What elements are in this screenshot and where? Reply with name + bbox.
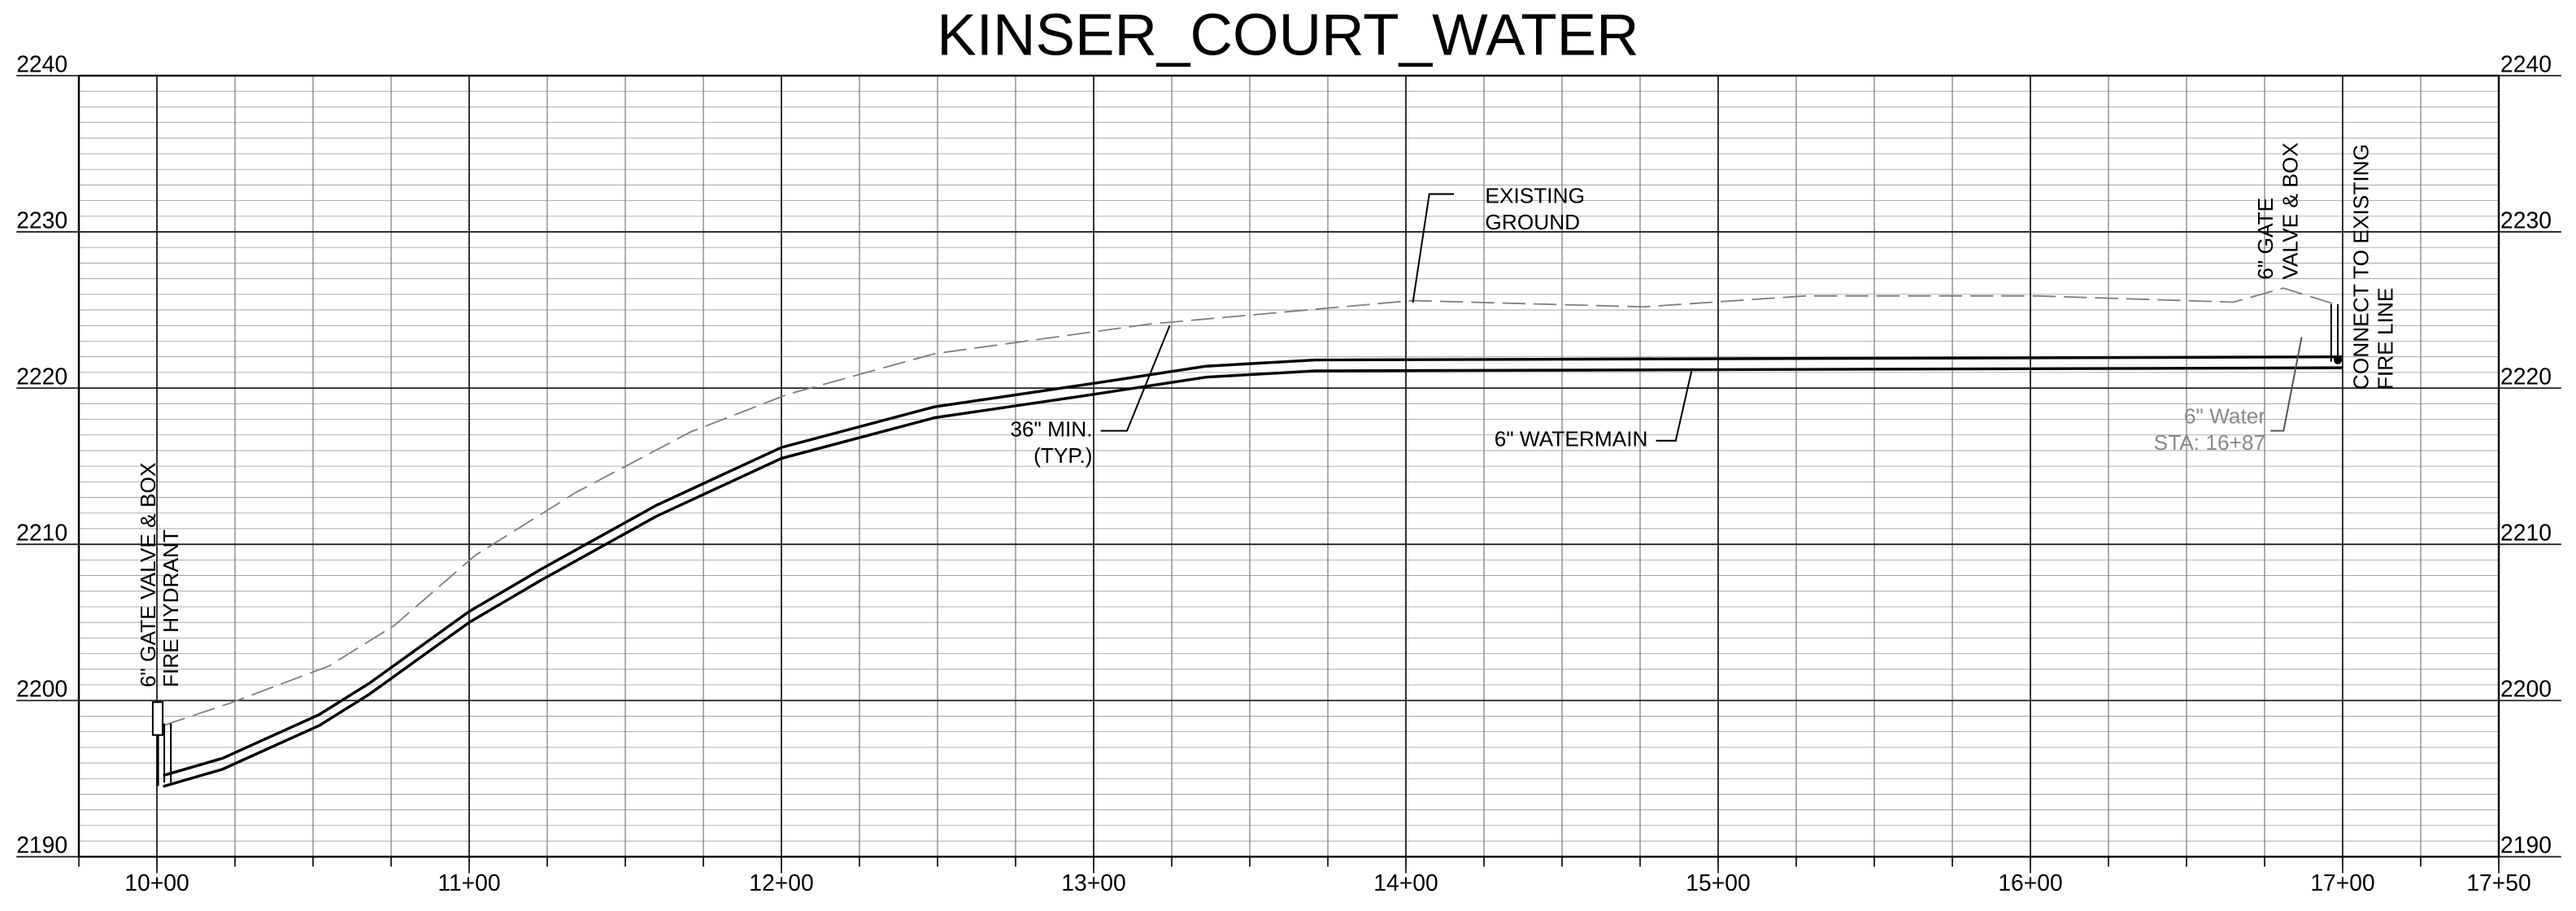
y-tick-label: 2230 — [2500, 207, 2552, 233]
plot — [163, 287, 2343, 788]
existing-ground-line — [163, 287, 2334, 726]
annotation: 36" MIN. — [1010, 417, 1092, 442]
connection-point — [2333, 355, 2343, 364]
annotation: GROUND — [1485, 210, 1580, 234]
leader — [1656, 368, 1694, 442]
x-tick-label: 13+00 — [1061, 870, 1125, 896]
leader — [1412, 193, 1455, 303]
annotation: (TYP.) — [1033, 443, 1092, 468]
y-tick-label: 2200 — [2500, 676, 2552, 702]
leader — [2270, 337, 2303, 432]
x-tick-label: 16+00 — [1998, 870, 2062, 896]
hydrant-symbol — [151, 701, 164, 736]
annotation: 6" GATE — [2253, 198, 2278, 280]
watermain-line — [163, 355, 2343, 778]
plot-frame — [77, 74, 2500, 858]
y-tick-label: 2220 — [2500, 363, 2552, 389]
x-tick-label: 12+00 — [749, 870, 813, 896]
y-tick-label: 2210 — [2500, 520, 2552, 546]
x-tick-label: 17+00 — [2310, 870, 2374, 896]
y-tick-label: 2220 — [16, 363, 67, 389]
annotation: 6" GATE VALVE & BOX — [136, 462, 160, 687]
y-tick-label: 2190 — [16, 832, 67, 858]
y-tick-label: 2230 — [16, 207, 67, 233]
chart-title: KINSER_COURT_WATER — [937, 2, 1638, 68]
x-tick-label: 15+00 — [1686, 870, 1750, 896]
leader — [1100, 325, 1171, 432]
y-tick-label: 2240 — [2500, 50, 2552, 76]
annotation: 6" Water — [2184, 403, 2266, 428]
x-tick-label: 11+00 — [437, 870, 500, 896]
annotation: FIRE LINE — [2374, 288, 2398, 390]
annotation: VALVE & BOX — [2278, 142, 2302, 279]
y-tick-label: 2190 — [2500, 832, 2552, 858]
y-tick-label: 2240 — [16, 50, 67, 76]
x-tick-label: 14+00 — [1373, 870, 1438, 896]
watermain-line — [163, 366, 2343, 788]
annotation: 6" WATERMAIN — [1495, 427, 1648, 451]
annotation: STA: 16+87 — [2154, 430, 2265, 455]
x-tick-label: 17+50 — [2466, 870, 2530, 896]
annotation: EXISTING — [1485, 184, 1585, 208]
annotation: CONNECT TO EXISTING — [2348, 144, 2373, 390]
y-tick-label: 2200 — [16, 676, 67, 702]
x-tick-label: 10+00 — [124, 870, 189, 896]
grid: 2190 2190 2200 2200 2210 2210 2220 2220 2230 2230… — [16, 50, 2561, 896]
y-tick-label: 2210 — [16, 520, 67, 546]
annotation: FIRE HYDRANT — [159, 530, 183, 687]
